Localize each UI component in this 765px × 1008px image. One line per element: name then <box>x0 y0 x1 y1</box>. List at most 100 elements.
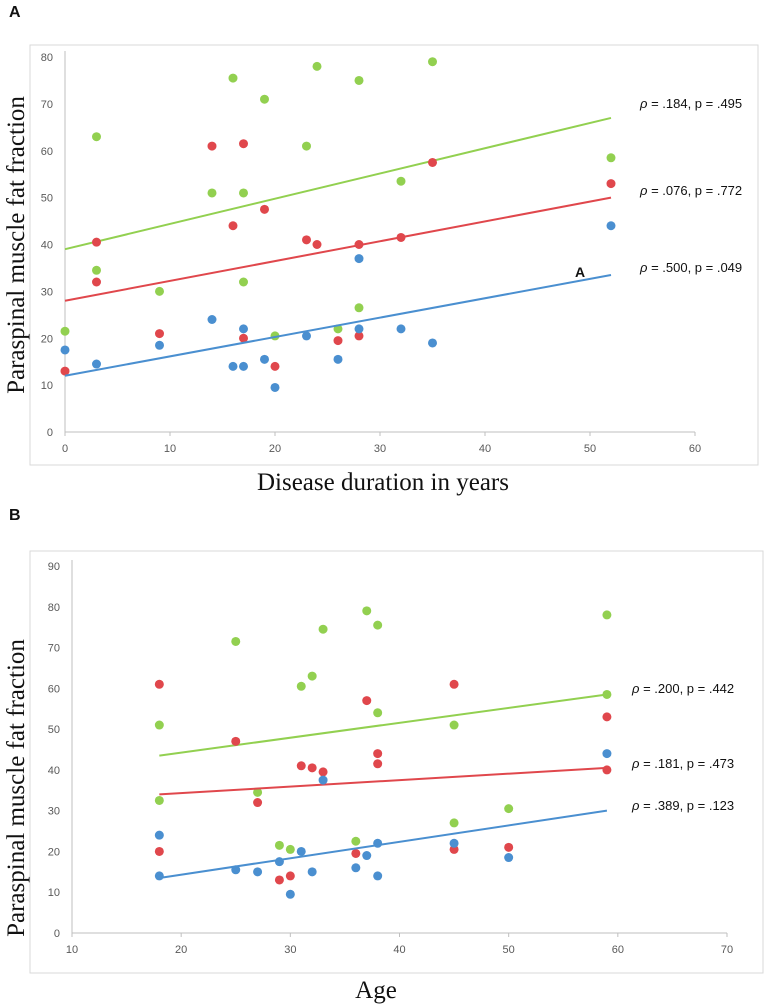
data-point-green <box>92 265 101 275</box>
data-point-red <box>362 696 372 706</box>
data-point-red <box>260 204 269 214</box>
data-point-blue <box>396 324 406 334</box>
data-point-red <box>154 679 164 689</box>
y-tick-label: 80 <box>48 602 60 614</box>
data-point-red <box>354 240 364 249</box>
data-point-green <box>154 795 164 805</box>
data-point-blue <box>318 775 328 785</box>
data-point-red <box>318 767 328 777</box>
x-tick-label: 70 <box>721 944 733 956</box>
y-tick-label: 0 <box>47 427 53 439</box>
y-axis-title: Paraspinal muscle fat fraction <box>3 96 30 394</box>
marker-label: A <box>575 264 585 280</box>
data-point-red <box>239 333 248 343</box>
y-tick-label: 30 <box>48 806 60 818</box>
y-tick-label: 10 <box>41 380 53 392</box>
chart-a: 0 10 20 30 40 50 60 70 80 0 10 20 30 40 50 60 Paraspinal… <box>3 44 759 496</box>
y-tick-label: 10 <box>48 887 60 899</box>
data-point-blue <box>449 838 459 848</box>
data-point-red <box>602 712 612 722</box>
data-point-blue <box>231 865 241 875</box>
data-point-green <box>239 277 248 287</box>
data-point-green <box>449 720 459 730</box>
data-point-green <box>373 620 383 630</box>
data-point-green <box>602 689 612 699</box>
data-point-blue <box>260 354 269 364</box>
data-point-green <box>296 681 306 691</box>
data-point-blue <box>274 857 284 867</box>
y-axis-title: Paraspinal muscle fat fraction <box>3 639 30 937</box>
y-tick-label: 50 <box>41 193 53 205</box>
data-point-blue <box>154 830 164 840</box>
data-point-red <box>239 139 248 149</box>
data-point-red <box>207 141 217 151</box>
y-tick-label: 40 <box>41 240 53 252</box>
data-point-red <box>428 157 437 167</box>
data-point-blue <box>270 382 280 392</box>
data-point-red <box>296 761 306 771</box>
data-point-green <box>351 836 361 846</box>
x-tick-label: 30 <box>284 944 296 956</box>
data-point-blue <box>351 863 361 873</box>
data-point-green <box>154 720 164 730</box>
data-point-red <box>92 277 101 287</box>
y-tick-label: 70 <box>41 99 53 111</box>
data-point-red <box>154 846 164 856</box>
data-point-red <box>354 331 364 341</box>
y-tick-label: 70 <box>48 643 60 655</box>
data-point-red <box>373 759 383 769</box>
data-point-green <box>354 303 364 313</box>
data-point-green <box>504 804 514 814</box>
chart-frame <box>29 550 764 974</box>
data-point-red <box>333 336 343 346</box>
data-point-red <box>606 179 616 189</box>
data-point-blue <box>239 361 248 371</box>
data-point-blue <box>228 361 238 371</box>
data-point-blue <box>60 345 70 355</box>
x-tick-label: 50 <box>503 944 515 956</box>
data-point-green <box>362 606 372 616</box>
data-point-red <box>92 237 101 247</box>
x-tick-label: 20 <box>269 443 281 455</box>
y-tick-label: 60 <box>41 146 53 158</box>
x-tick-label: 0 <box>62 443 68 455</box>
stat-annotation-green: ρ = .184, p = .495 <box>639 96 742 111</box>
data-point-red <box>60 366 70 376</box>
x-tick-label: 60 <box>612 944 624 956</box>
trendline-red <box>64 196 612 302</box>
y-tick-label: 30 <box>41 286 53 298</box>
data-point-blue <box>154 871 164 881</box>
panel-a-label: A <box>9 4 21 21</box>
data-point-red <box>302 235 311 245</box>
data-point-red <box>307 763 317 773</box>
stat-annotation-blue: ρ = .500, p = .049 <box>639 260 742 275</box>
data-point-green <box>354 75 364 85</box>
trendline-red <box>159 766 607 796</box>
data-point-red <box>228 221 238 231</box>
data-point-blue <box>354 324 364 334</box>
trendline-green <box>64 116 612 251</box>
x-tick-label: 20 <box>175 944 187 956</box>
x-tick-label: 30 <box>374 443 386 455</box>
y-tick-label: 40 <box>48 765 60 777</box>
data-point-red <box>351 848 361 858</box>
data-point-red <box>449 679 459 689</box>
data-point-blue <box>504 853 514 863</box>
x-tick-label: 10 <box>66 944 78 956</box>
data-point-red <box>602 765 612 775</box>
data-point-green <box>428 57 437 67</box>
data-point-green <box>307 671 317 681</box>
data-point-blue <box>362 851 372 861</box>
data-point-red <box>274 875 284 885</box>
data-point-green <box>274 840 284 850</box>
data-point-green <box>449 818 459 828</box>
data-point-blue <box>354 254 364 264</box>
data-point-red <box>155 329 164 339</box>
data-point-blue <box>239 324 248 334</box>
data-point-green <box>285 844 295 854</box>
data-point-green <box>228 73 238 83</box>
data-point-red <box>396 232 406 242</box>
data-point-blue <box>373 871 383 881</box>
data-point-green <box>312 61 322 71</box>
data-point-red <box>270 361 280 371</box>
